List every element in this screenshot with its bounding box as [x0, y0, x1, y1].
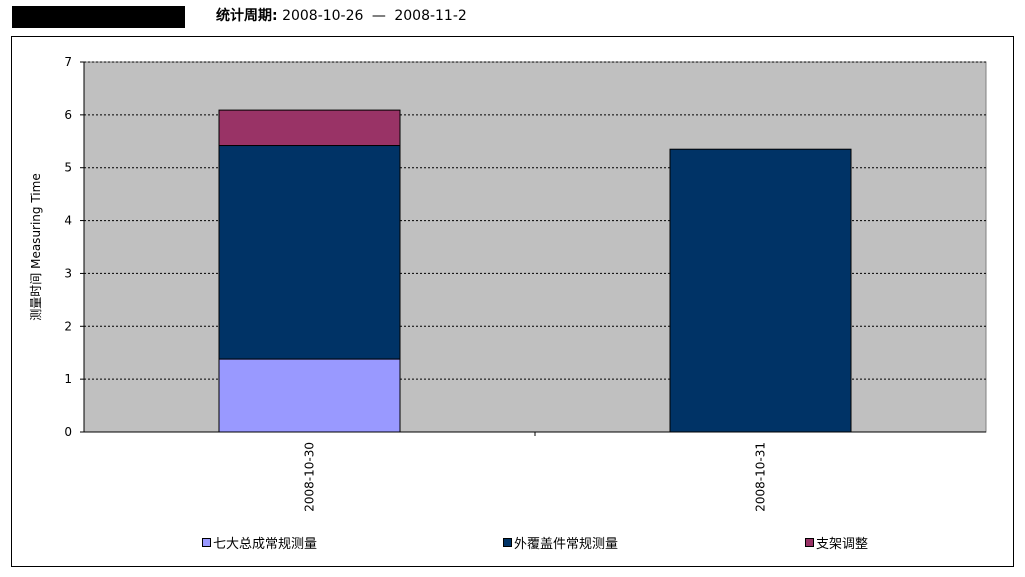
x-category-label: 2008-10-31 — [754, 442, 768, 512]
bar-segment — [218, 358, 401, 433]
bar-segment — [218, 145, 401, 360]
y-tick-label: 0 — [64, 425, 72, 439]
y-tick-label: 1 — [64, 372, 72, 386]
legend-item: 外覆盖件常规测量 — [503, 532, 618, 552]
y-tick-label: 5 — [64, 161, 72, 175]
bar-segment — [218, 109, 401, 147]
legend-item: 七大总成常规测量 — [202, 532, 317, 552]
y-tick-label: 3 — [64, 266, 72, 280]
y-axis-title: 测量时间 Measuring Time — [29, 173, 43, 320]
y-tick-label: 2 — [64, 319, 72, 333]
legend-swatch — [202, 537, 211, 547]
period-start: 2008-10-26 — [282, 8, 364, 24]
legend-item: 支架调整 — [805, 532, 868, 552]
x-category-label: 2008-10-30 — [303, 442, 317, 512]
y-tick-label: 4 — [64, 214, 72, 228]
statistics-period: 统计周期: 2008-10-26 — 2008-11-2 — [216, 6, 467, 26]
period-end: 2008-11-2 — [394, 8, 467, 24]
redacted-block — [12, 6, 185, 28]
legend-label: 支架调整 — [816, 536, 869, 552]
y-tick-label: 7 — [64, 55, 72, 69]
legend-label: 外覆盖件常规测量 — [514, 536, 619, 552]
period-label: 统计周期: — [216, 8, 278, 24]
bar-segment — [669, 148, 852, 433]
legend-swatch — [503, 537, 512, 547]
legend-swatch — [805, 537, 814, 547]
report-header: 统计周期: 2008-10-26 — 2008-11-2 — [12, 4, 912, 28]
y-tick-label: 6 — [64, 108, 72, 122]
period-separator: — — [371, 8, 386, 24]
legend-label: 七大总成常规测量 — [213, 536, 318, 552]
chart-frame — [11, 36, 1014, 567]
